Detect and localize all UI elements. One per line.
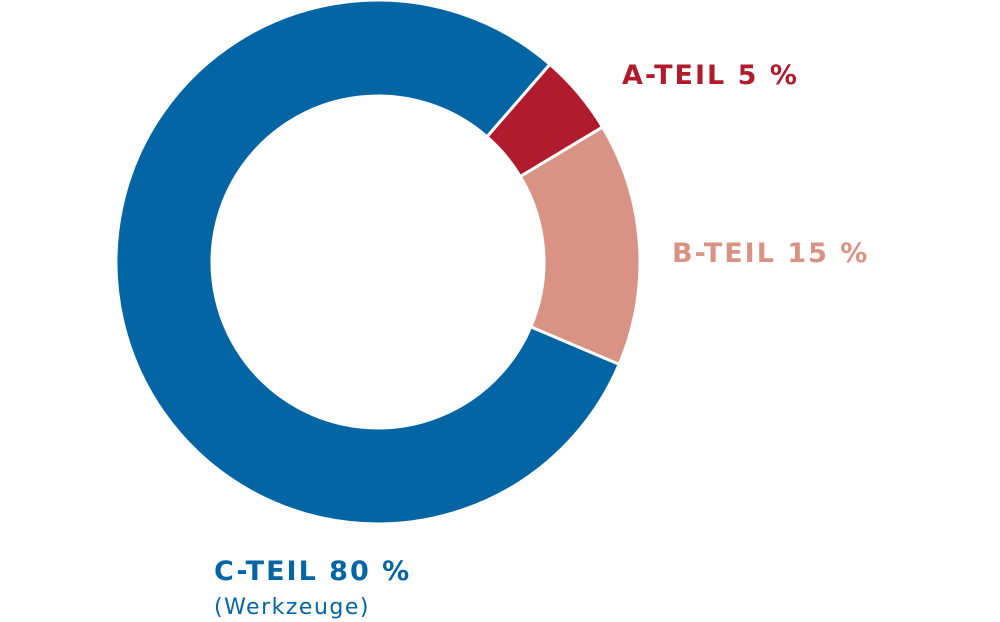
label-b-teil: B-TEIL 15 % [672, 238, 869, 269]
slice-c-teil [114, 0, 622, 526]
label-a-teil: A-TEIL 5 % [622, 60, 799, 91]
label-c-teil-sub: (Werkzeuge) [214, 595, 370, 620]
label-c-teil: C-TEIL 80 % [214, 556, 411, 587]
donut-slices [114, 0, 642, 526]
